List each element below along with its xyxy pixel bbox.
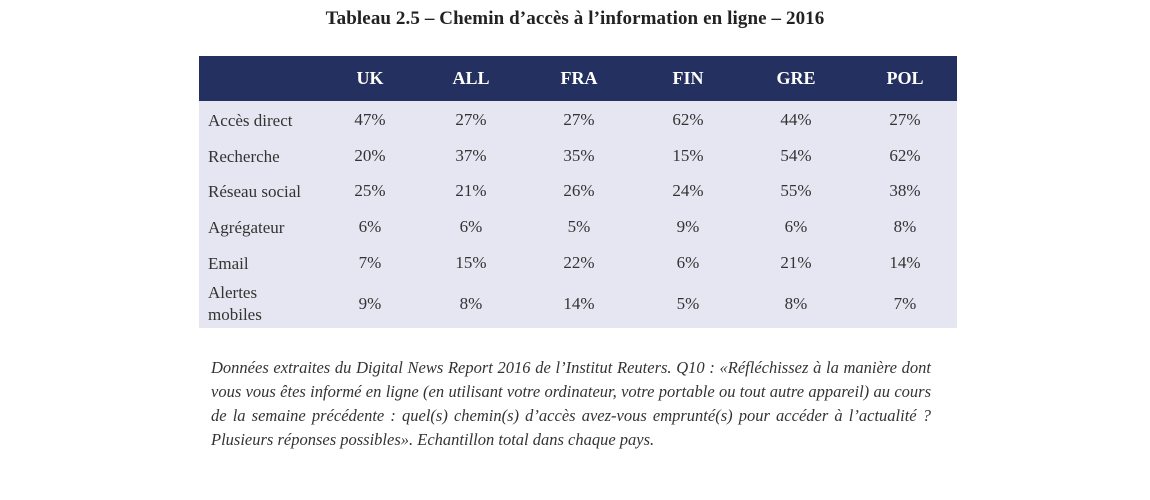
table-cell: 6%	[358, 217, 382, 236]
row-label: Recherche	[208, 147, 280, 166]
table-cell: 14%	[563, 294, 595, 313]
table-cell: 62%	[672, 110, 704, 129]
table-cell: 5%	[676, 294, 700, 313]
column-header-uk: UK	[356, 68, 384, 88]
table-cell: 55%	[780, 181, 812, 200]
table-cell: 7%	[893, 294, 917, 313]
table-cell: 7%	[358, 253, 382, 272]
table-cell: 20%	[354, 146, 386, 165]
table-cell: 15%	[455, 253, 487, 272]
row-label-line: Alertes	[208, 283, 258, 302]
table-cell: 25%	[354, 181, 386, 200]
table-caption: Données extraites du Digital News Report…	[211, 358, 931, 449]
table-cell: 27%	[889, 110, 921, 129]
table-row: Accès direct 47% 27% 27% 62% 44% 27%	[199, 109, 957, 133]
table-row: Recherche 20% 37% 35% 15% 54% 62%	[199, 145, 957, 169]
table-cell: 8%	[784, 294, 808, 313]
data-table: UK ALL FRA FIN GRE POL Accès direct 47% …	[199, 56, 957, 328]
column-header-fin: FIN	[672, 68, 704, 88]
table-cell: 47%	[354, 110, 386, 129]
table-row: Alertes mobiles 9% 8% 14% 5% 8% 7%	[199, 282, 957, 328]
row-label: Agrégateur	[208, 218, 285, 237]
table-cell: 21%	[780, 253, 812, 272]
table-cell: 22%	[563, 253, 595, 272]
column-header-fra: FRA	[560, 68, 598, 88]
table-cell: 26%	[563, 181, 595, 200]
table-cell: 54%	[780, 146, 812, 165]
table-cell: 62%	[889, 146, 921, 165]
table-title: Tableau 2.5 – Chemin d’accès à l’informa…	[325, 8, 825, 29]
row-label-line: mobiles	[208, 305, 262, 324]
row-label: Réseau social	[208, 182, 301, 201]
table-cell: 6%	[784, 217, 808, 236]
table-row: Email 7% 15% 22% 6% 21% 14%	[199, 252, 957, 276]
table-cell: 8%	[459, 294, 483, 313]
table-cell: 24%	[672, 181, 704, 200]
table-cell: 37%	[455, 146, 487, 165]
table-cell: 6%	[676, 253, 700, 272]
column-header-gre: GRE	[776, 68, 816, 88]
table-cell: 38%	[889, 181, 921, 200]
table-cell: 6%	[459, 217, 483, 236]
table-cell: 5%	[567, 217, 591, 236]
table-cell: 21%	[455, 181, 487, 200]
table-cell: 15%	[672, 146, 704, 165]
table-cell: 9%	[358, 294, 382, 313]
table-row: Agrégateur 6% 6% 5% 9% 6% 8%	[199, 216, 957, 240]
table-cell: 27%	[455, 110, 487, 129]
table-cell: 14%	[889, 253, 921, 272]
table-cell: 35%	[563, 146, 595, 165]
table-cell: 9%	[676, 217, 700, 236]
table-row: Réseau social 25% 21% 26% 24% 55% 38%	[199, 180, 957, 204]
column-header-pol: POL	[886, 68, 924, 88]
column-header-all: ALL	[452, 68, 490, 88]
row-label: Accès direct	[208, 111, 293, 130]
table-cell: 8%	[893, 217, 917, 236]
table-cell: 27%	[563, 110, 595, 129]
row-label: Alertes mobiles	[208, 282, 262, 326]
row-label: Email	[208, 254, 249, 273]
table-cell: 44%	[780, 110, 812, 129]
table-header: UK ALL FRA FIN GRE POL	[199, 56, 957, 101]
